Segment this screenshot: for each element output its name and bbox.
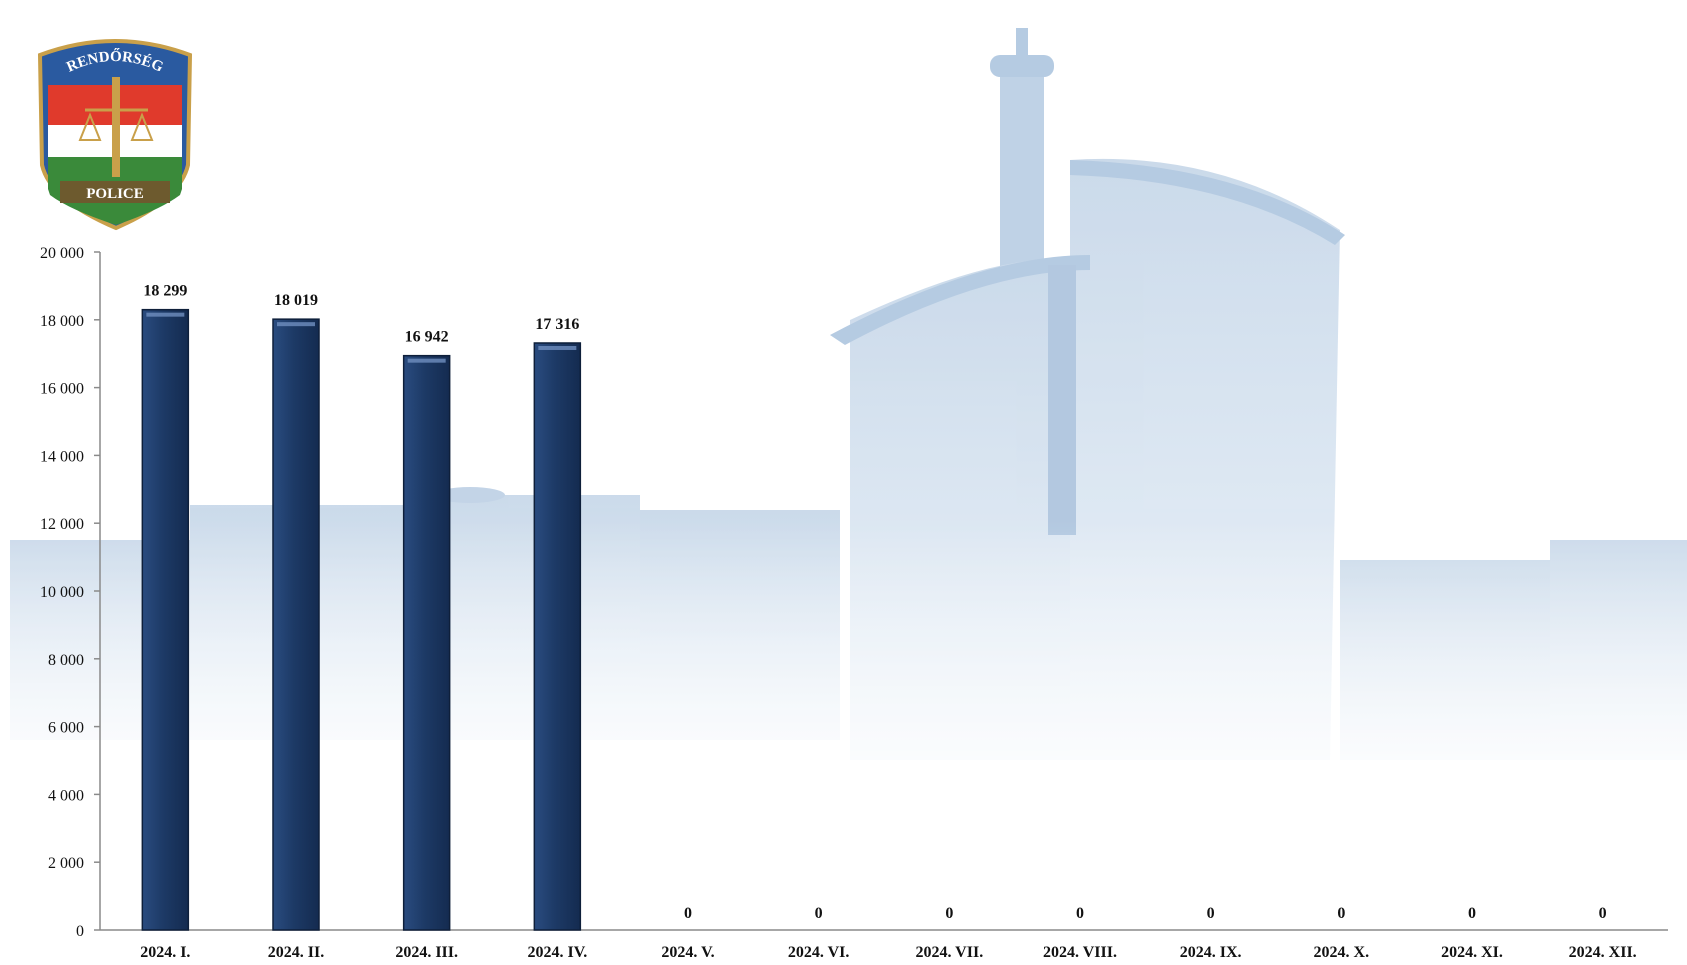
bar <box>141 308 190 931</box>
x-tick-label: 2024. II. <box>268 944 324 961</box>
bar <box>533 342 582 931</box>
x-tick-label: 2024. VI. <box>788 944 850 961</box>
y-axis-ticks: 0 2 000 4 000 6 000 8 000 10 000 12 000 14 000 1… <box>40 245 100 940</box>
bar <box>402 354 451 931</box>
badge-bottom-text: POLICE <box>86 186 144 202</box>
bar <box>272 318 320 931</box>
data-label: 0 <box>1076 905 1084 922</box>
x-tick-label: 2024. X. <box>1314 944 1370 961</box>
police-badge-logo: POLICE RENDŐRSÉG <box>37 39 193 231</box>
y-tick-label: 20 000 <box>40 245 84 262</box>
x-axis-labels: 2024. I. 2024. II. 2024. III. 2024. IV. 2024… <box>140 944 1636 961</box>
y-tick-label: 6 000 <box>48 720 84 737</box>
bar-highlight <box>277 322 315 327</box>
data-label: 0 <box>1468 905 1476 922</box>
bar-series <box>141 308 582 931</box>
data-label: 0 <box>1207 905 1215 922</box>
bar-highlight <box>538 345 577 350</box>
x-tick-label: 2024. IX. <box>1180 944 1242 961</box>
x-tick-label: 2024. IV. <box>527 944 587 961</box>
data-label: 0 <box>815 905 823 922</box>
y-tick-label: 18 000 <box>40 313 84 330</box>
data-label: 18 299 <box>143 283 187 300</box>
data-label: 18 019 <box>274 292 318 309</box>
y-tick-label: 10 000 <box>40 584 84 601</box>
data-label: 17 316 <box>535 316 579 333</box>
data-label: 16 942 <box>405 329 449 346</box>
y-tick-label: 0 <box>76 923 84 940</box>
x-tick-label: 2024. V. <box>661 944 714 961</box>
x-tick-label: 2024. VIII. <box>1043 944 1117 961</box>
data-label: 0 <box>1599 905 1607 922</box>
y-tick-label: 14 000 <box>40 448 84 465</box>
data-label: 0 <box>1337 905 1345 922</box>
bar-highlight <box>146 312 185 317</box>
bar-highlight <box>407 358 446 363</box>
x-tick-label: 2024. XI. <box>1441 944 1503 961</box>
background-building-image <box>0 28 1687 820</box>
y-tick-label: 16 000 <box>40 381 84 398</box>
x-tick-label: 2024. XII. <box>1569 944 1637 961</box>
x-tick-label: 2024. VII. <box>915 944 983 961</box>
x-tick-label: 2024. I. <box>140 944 190 961</box>
data-labels: 18 299 18 019 16 942 17 316 0 0 0 0 0 0 0 0 <box>143 283 1606 922</box>
y-tick-label: 12 000 <box>40 516 84 533</box>
x-tick-label: 2024. III. <box>395 944 458 961</box>
y-tick-label: 4 000 <box>48 787 84 804</box>
data-label: 0 <box>945 905 953 922</box>
data-label: 0 <box>684 905 692 922</box>
y-tick-label: 2 000 <box>48 855 84 872</box>
y-tick-label: 8 000 <box>48 652 84 669</box>
